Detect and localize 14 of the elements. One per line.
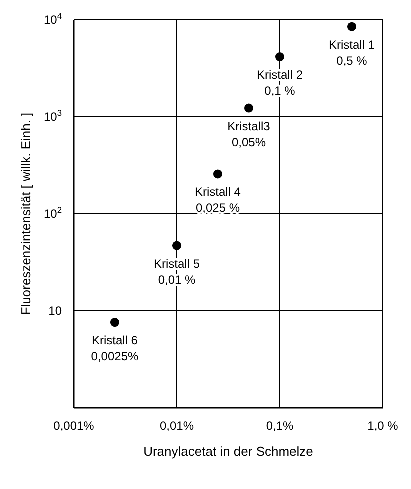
- x-tick-label: 0,01%: [160, 419, 194, 433]
- annotation: Kristall 6 0,0025%: [91, 334, 140, 364]
- annotation: Kristall 4 0,025 %: [194, 185, 242, 216]
- annotation: Kristall 1 0,5 %: [328, 38, 376, 68]
- y-tick-label: 10$^{2}$: [44, 205, 62, 221]
- y-tick-label: 10$^{4}$: [44, 11, 62, 27]
- annotation: Kristall3 0,05%: [228, 119, 271, 150]
- y-axis-title: Fluoreszenzintensität [ willk. Einh. ]: [18, 112, 34, 316]
- y-tick-label: 10: [48, 304, 62, 318]
- y-tick-label: 10$^{3}$: [44, 108, 62, 124]
- x-tick-label: 0,1%: [266, 419, 294, 433]
- x-tick-label: 0,001%: [54, 419, 95, 433]
- x-axis-title: Uranylacetat in der Schmelze: [144, 444, 314, 459]
- x-tick-label: 1,0 %: [368, 419, 399, 433]
